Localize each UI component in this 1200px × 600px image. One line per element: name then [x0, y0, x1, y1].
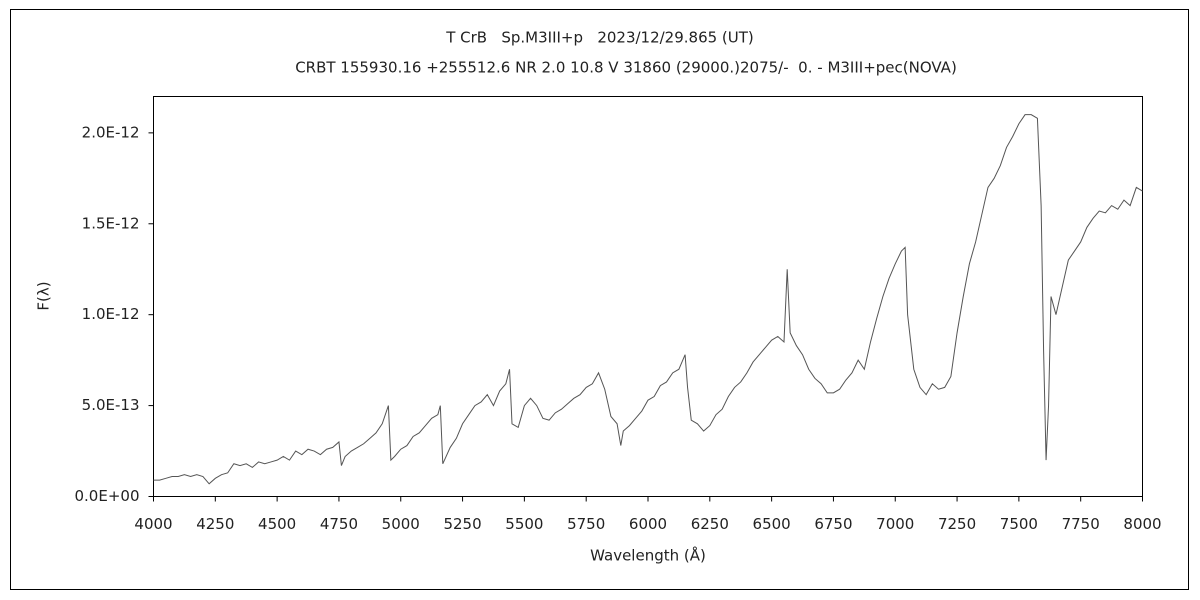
- y-tick-label: 0.0E+00: [75, 487, 140, 505]
- x-tick-label: 4500: [258, 515, 296, 533]
- chart-subtitle: CRBT 155930.16 +255512.6 NR 2.0 10.8 V 3…: [295, 59, 957, 77]
- x-tick-label: 7750: [1062, 515, 1100, 533]
- x-tick-label: 6000: [629, 515, 667, 533]
- x-tick-label: 7250: [938, 515, 976, 533]
- y-tick-label: 5.0E-13: [82, 396, 140, 414]
- x-tick-label: 6500: [753, 515, 791, 533]
- y-tick-label: 1.5E-12: [82, 214, 140, 232]
- x-tick-label: 8000: [1123, 515, 1161, 533]
- plot-frame: [153, 96, 1143, 497]
- y-tick-label: 2.0E-12: [82, 123, 140, 141]
- x-tick-label: 6250: [691, 515, 729, 533]
- outer-frame: [10, 9, 1189, 590]
- chart-title: T CrB Sp.M3III+p 2023/12/29.865 (UT): [445, 29, 754, 47]
- x-tick-label: 5000: [382, 515, 420, 533]
- x-tick-label: 4250: [196, 515, 234, 533]
- x-tick-label: 4000: [134, 515, 172, 533]
- x-tick-label: 5250: [443, 515, 481, 533]
- x-tick-label: 7500: [1000, 515, 1038, 533]
- x-tick-label: 4750: [320, 515, 358, 533]
- x-tick-label: 7000: [876, 515, 914, 533]
- y-tick-label: 1.0E-12: [82, 305, 140, 323]
- y-axis-label: F(λ): [35, 281, 53, 310]
- x-tick-label: 5500: [505, 515, 543, 533]
- spectrum-line: [153, 114, 1143, 485]
- x-axis-label: Wavelength (Å): [590, 546, 706, 565]
- x-tick-label: 6750: [814, 515, 852, 533]
- x-tick-label: 5750: [567, 515, 605, 533]
